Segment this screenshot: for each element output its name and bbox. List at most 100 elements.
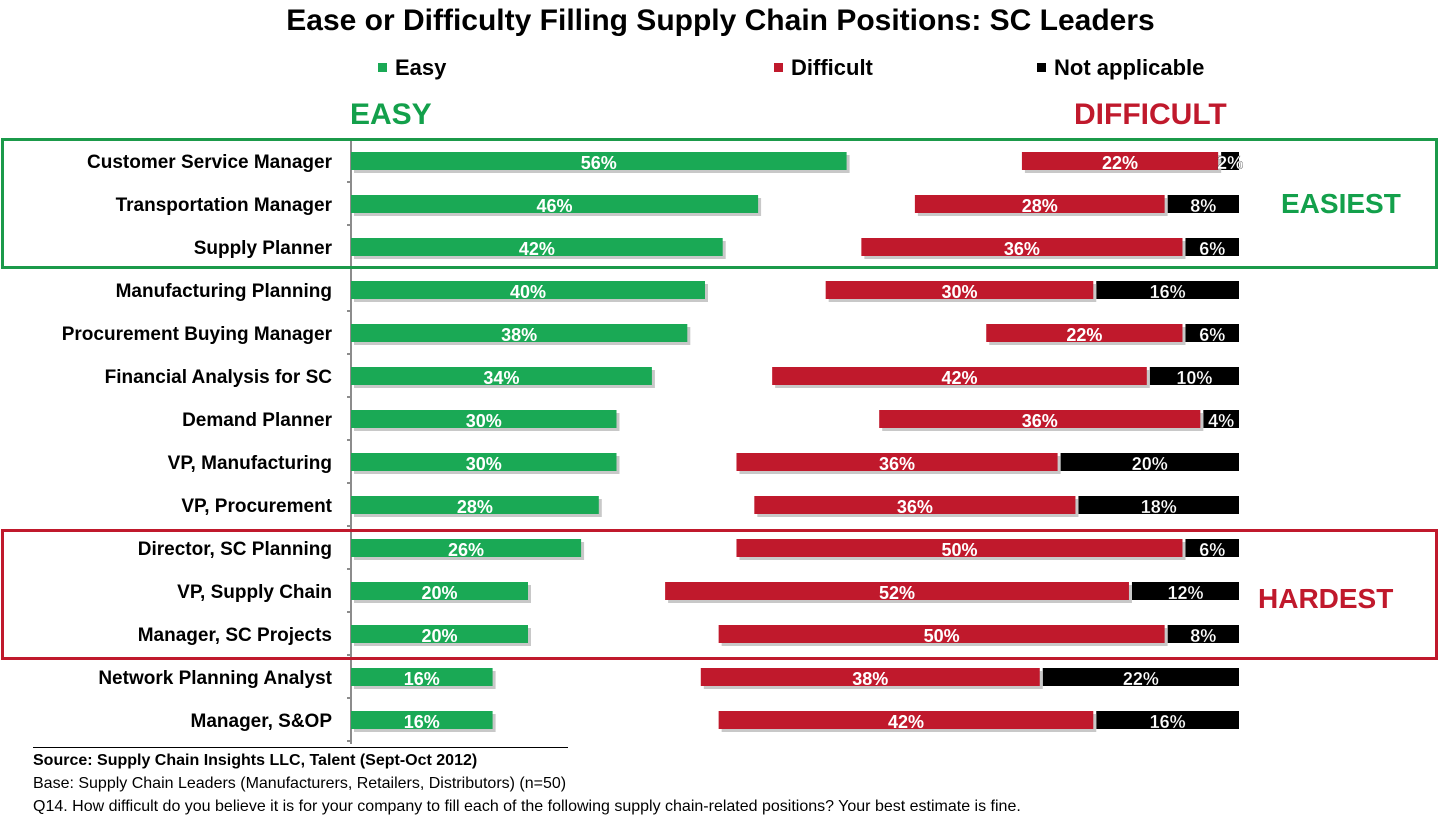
easy-bar (351, 410, 617, 428)
difficult-value-label: 36% (1022, 411, 1058, 431)
na-value-label: 6% (1199, 239, 1225, 259)
legend-item-not-applicable: Not applicable (1037, 55, 1204, 81)
category-label: Demand Planner (182, 410, 333, 431)
question-line: Q14. How difficult do you believe it is … (33, 798, 1021, 815)
na-value-label: 6% (1199, 325, 1225, 345)
easy-value-label: 56% (581, 153, 617, 173)
easy-value-label: 16% (404, 669, 440, 689)
difficult-value-label: 42% (888, 712, 924, 732)
na-bar (1203, 410, 1239, 428)
difficult-bar (986, 324, 1183, 342)
difficult-bar (700, 668, 1040, 686)
category-label: Network Planning Analyst (98, 668, 332, 689)
difficult-value-label: 50% (941, 540, 977, 560)
easy-value-label: 30% (466, 454, 502, 474)
legend-label-easy: Easy (395, 55, 447, 80)
easy-bar (351, 668, 493, 686)
legend-swatch-difficult (774, 62, 783, 72)
easy-bar (351, 453, 617, 471)
difficult-header: DIFFICULT (1074, 98, 1227, 131)
easy-bar (351, 582, 528, 600)
category-label: Transportation Manager (116, 195, 333, 216)
na-value-label: 2% (1217, 153, 1243, 173)
easy-bar (351, 281, 705, 299)
hardest-group-box (1, 529, 1438, 660)
na-value-label: 8% (1190, 196, 1216, 216)
easy-bar (351, 625, 528, 643)
difficult-value-label: 50% (924, 626, 960, 646)
difficult-value-label: 36% (897, 497, 933, 517)
difficult-bar (665, 582, 1129, 600)
legend-swatch-easy (378, 62, 387, 72)
na-value-label: 6% (1199, 540, 1225, 560)
category-label: VP, Manufacturing (168, 453, 332, 474)
category-label: Supply Planner (194, 238, 333, 259)
na-value-label: 16% (1150, 282, 1186, 302)
easy-value-label: 30% (466, 411, 502, 431)
source-line: Source: Supply Chain Insights LLC, Talen… (33, 752, 478, 769)
difficult-bar (1021, 152, 1219, 170)
difficult-value-label: 36% (879, 454, 915, 474)
na-bar (1096, 711, 1239, 729)
difficult-bar (736, 539, 1183, 557)
difficult-bar (772, 367, 1147, 385)
easy-value-label: 16% (404, 712, 440, 732)
na-value-label: 20% (1132, 454, 1168, 474)
base-line: Base: Supply Chain Leaders (Manufacturer… (33, 775, 567, 792)
na-bar (1167, 195, 1239, 213)
difficult-value-label: 22% (1102, 153, 1138, 173)
na-value-label: 12% (1167, 583, 1203, 603)
na-value-label: 8% (1190, 626, 1216, 646)
na-value-label: 10% (1176, 368, 1212, 388)
na-bar (1185, 238, 1239, 256)
category-label: Manager, S&OP (191, 711, 333, 732)
easy-value-label: 20% (421, 583, 457, 603)
na-bar (1167, 625, 1239, 643)
legend-swatch-not-applicable (1037, 62, 1046, 72)
difficult-bar (718, 711, 1094, 729)
category-label: Financial Analysis for SC (105, 367, 333, 388)
difficult-bar (736, 453, 1058, 471)
easy-value-label: 46% (537, 196, 573, 216)
difficult-value-label: 22% (1066, 325, 1102, 345)
difficult-bar (825, 281, 1094, 299)
category-label: Customer Service Manager (87, 152, 333, 173)
easy-value-label: 38% (501, 325, 537, 345)
easiest-label: EASIEST (1281, 188, 1401, 219)
na-bar (1060, 453, 1239, 471)
easy-bar (351, 152, 847, 170)
legend-item-difficult: Difficult (774, 55, 873, 81)
na-bar (1131, 582, 1239, 600)
chart-title: Ease or Difficulty Filling Supply Chain … (286, 4, 1155, 37)
easy-value-label: 42% (519, 239, 555, 259)
legend-label-not-applicable: Not applicable (1054, 55, 1205, 80)
easy-bar (351, 496, 599, 514)
category-label: Director, SC Planning (138, 539, 332, 560)
legend-item-easy: Easy (378, 55, 446, 81)
na-bar (1185, 539, 1239, 557)
na-bar (1149, 367, 1239, 385)
na-bar (1096, 281, 1239, 299)
na-value-label: 18% (1141, 497, 1177, 517)
hardest-label: HARDEST (1258, 583, 1394, 614)
na-value-label: 22% (1123, 669, 1159, 689)
difficult-bar (718, 625, 1165, 643)
easy-value-label: 34% (483, 368, 519, 388)
na-bar (1185, 324, 1239, 342)
difficult-value-label: 36% (1004, 239, 1040, 259)
legend-label-difficult: Difficult (791, 55, 873, 80)
category-label: VP, Procurement (181, 496, 332, 517)
difficult-value-label: 42% (941, 368, 977, 388)
easy-bar (351, 539, 582, 557)
difficult-bar (861, 238, 1183, 256)
na-bar (1221, 152, 1239, 170)
na-bar (1042, 668, 1239, 686)
difficult-value-label: 52% (879, 583, 915, 603)
easy-bar (351, 711, 493, 729)
easy-value-label: 20% (421, 626, 457, 646)
difficult-bar (879, 410, 1201, 428)
difficult-bar (914, 195, 1165, 213)
category-label: Manufacturing Planning (116, 281, 332, 302)
easy-bar (351, 195, 759, 213)
